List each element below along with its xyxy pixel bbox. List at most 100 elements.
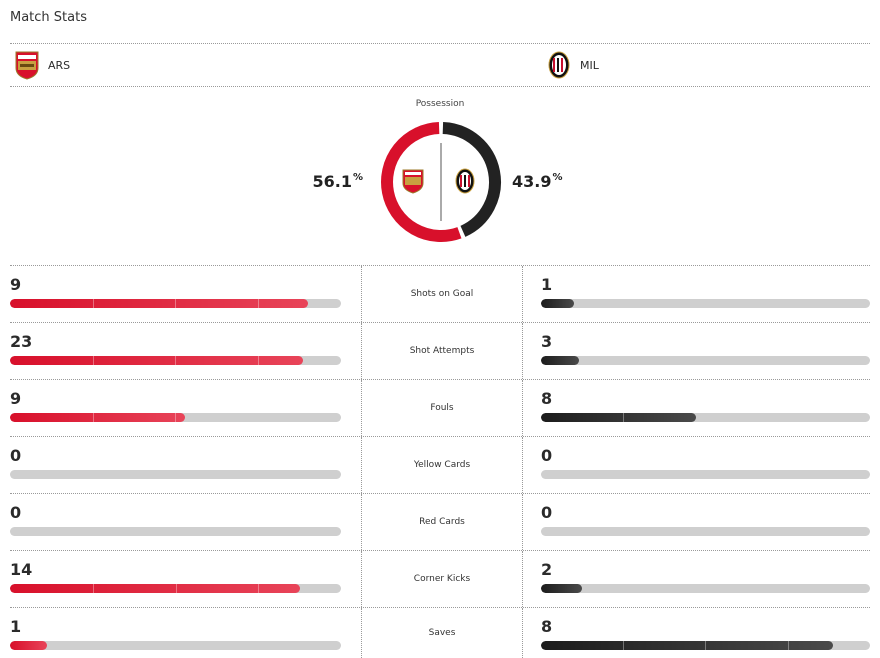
bar-segment-divider: [92, 299, 94, 308]
away-stat: 1: [541, 266, 870, 322]
away-stat-value: 0: [541, 446, 553, 465]
stat-label-cell: Saves: [361, 608, 523, 658]
away-stat: 2: [541, 551, 870, 607]
bar-segment-divider: [92, 584, 94, 593]
home-stat-value: 1: [10, 617, 22, 636]
bar-segment-divider: [258, 299, 260, 308]
stat-label: Red Cards: [419, 517, 465, 527]
away-stat-bar-track: [541, 470, 870, 479]
milan-crest-icon: [455, 168, 475, 194]
home-stat: 14: [10, 551, 341, 607]
possession-donut-chart: [381, 122, 501, 242]
home-stat-bar-track: [10, 584, 341, 593]
home-stat: 9: [10, 380, 341, 436]
home-stat-bar-fill: [10, 641, 47, 650]
home-stat-bar-track: [10, 413, 341, 422]
away-stat-bar-fill: [541, 299, 574, 308]
home-team: ARS: [14, 48, 70, 82]
bar-segment-divider: [175, 413, 177, 422]
home-stat-bar-track: [10, 470, 341, 479]
home-possession-arc: [381, 122, 462, 242]
possession-label: Possession: [415, 99, 465, 109]
bar-segment-divider: [623, 413, 625, 422]
home-stat-value: 0: [10, 446, 22, 465]
home-stat: 0: [10, 437, 341, 493]
away-possession-value: 43.9%: [512, 172, 563, 191]
away-stat-bar-track: [541, 584, 870, 593]
arsenal-crest-icon: [402, 169, 424, 194]
stat-label-cell: Shot Attempts: [361, 323, 523, 379]
stat-label-cell: Shots on Goal: [361, 266, 523, 322]
home-stat: 1: [10, 608, 341, 658]
bar-segment-divider: [258, 356, 260, 365]
away-stat-bar-track: [541, 527, 870, 536]
away-stat-bar-track: [541, 356, 870, 365]
away-stat: 0: [541, 494, 870, 550]
away-possession-arc: [442, 122, 501, 237]
stat-row: 0 Yellow Cards 0: [10, 436, 870, 493]
home-stat: 0: [10, 494, 341, 550]
home-stat-bar-fill: [10, 356, 303, 365]
away-stat-value: 2: [541, 560, 553, 579]
milan-crest-icon: [548, 51, 570, 79]
home-stat: 23: [10, 323, 341, 379]
stats-table: 9 Shots on Goal 1 23 Shot Attempts 3: [10, 265, 870, 658]
stat-label: Yellow Cards: [413, 460, 471, 470]
away-stat-value: 1: [541, 275, 553, 294]
home-stat-bar-fill: [10, 299, 308, 308]
bar-segment-divider: [258, 584, 260, 593]
home-stat: 9: [10, 266, 341, 322]
bar-segment-divider: [92, 413, 94, 422]
stat-row: 23 Shot Attempts 3: [10, 322, 870, 379]
page-title: Match Stats: [10, 10, 87, 25]
bar-segment-divider: [623, 641, 625, 650]
stat-row: 0 Red Cards 0: [10, 493, 870, 550]
away-stat-value: 0: [541, 503, 553, 522]
bar-segment-divider: [175, 356, 177, 365]
away-team: MIL: [546, 48, 599, 82]
bar-segment-divider: [175, 299, 177, 308]
stat-row: 14 Corner Kicks 2: [10, 550, 870, 607]
away-stat-bar-fill: [541, 641, 834, 650]
home-stat-value: 14: [10, 560, 33, 579]
away-stat: 3: [541, 323, 870, 379]
stat-label: Shots on Goal: [410, 289, 474, 299]
away-stat-value: 8: [541, 389, 553, 408]
home-possession-value: 56.1%: [312, 172, 363, 191]
stat-label: Shot Attempts: [409, 346, 475, 356]
home-stat-value: 9: [10, 389, 22, 408]
away-stat-value: 3: [541, 332, 553, 351]
home-stat-bar-fill: [10, 584, 300, 593]
home-stat-bar-track: [10, 299, 341, 308]
away-stat-value: 8: [541, 617, 553, 636]
stat-label-cell: Yellow Cards: [361, 437, 523, 493]
away-stat: 0: [541, 437, 870, 493]
stat-row: 1 Saves 8: [10, 607, 870, 658]
stat-row: 9 Shots on Goal 1: [10, 265, 870, 322]
stat-label-cell: Red Cards: [361, 494, 523, 550]
away-stat: 8: [541, 608, 870, 658]
stat-row: 9 Fouls 8: [10, 379, 870, 436]
away-stat-bar-fill: [541, 584, 583, 593]
away-team-name: MIL: [580, 58, 599, 72]
away-stat-bar-track: [541, 641, 870, 650]
bar-segment-divider: [175, 584, 177, 593]
home-stat-bar-track: [10, 356, 341, 365]
home-stat-bar-track: [10, 641, 341, 650]
bar-segment-divider: [92, 356, 94, 365]
home-stat-value: 23: [10, 332, 33, 351]
home-stat-bar-track: [10, 527, 341, 536]
away-stat-bar-fill: [541, 356, 579, 365]
away-stat-bar-track: [541, 299, 870, 308]
home-stat-value: 0: [10, 503, 22, 522]
arsenal-crest-icon: [15, 51, 39, 80]
stat-label: Corner Kicks: [413, 574, 471, 584]
home-stat-bar-fill: [10, 413, 186, 422]
home-team-name: ARS: [48, 58, 71, 72]
away-stat-bar-fill: [541, 413, 696, 422]
divider: [10, 43, 870, 44]
bar-segment-divider: [705, 641, 707, 650]
stat-label: Fouls: [430, 403, 454, 413]
bar-segment-divider: [787, 641, 789, 650]
stat-label: Saves: [428, 628, 456, 638]
